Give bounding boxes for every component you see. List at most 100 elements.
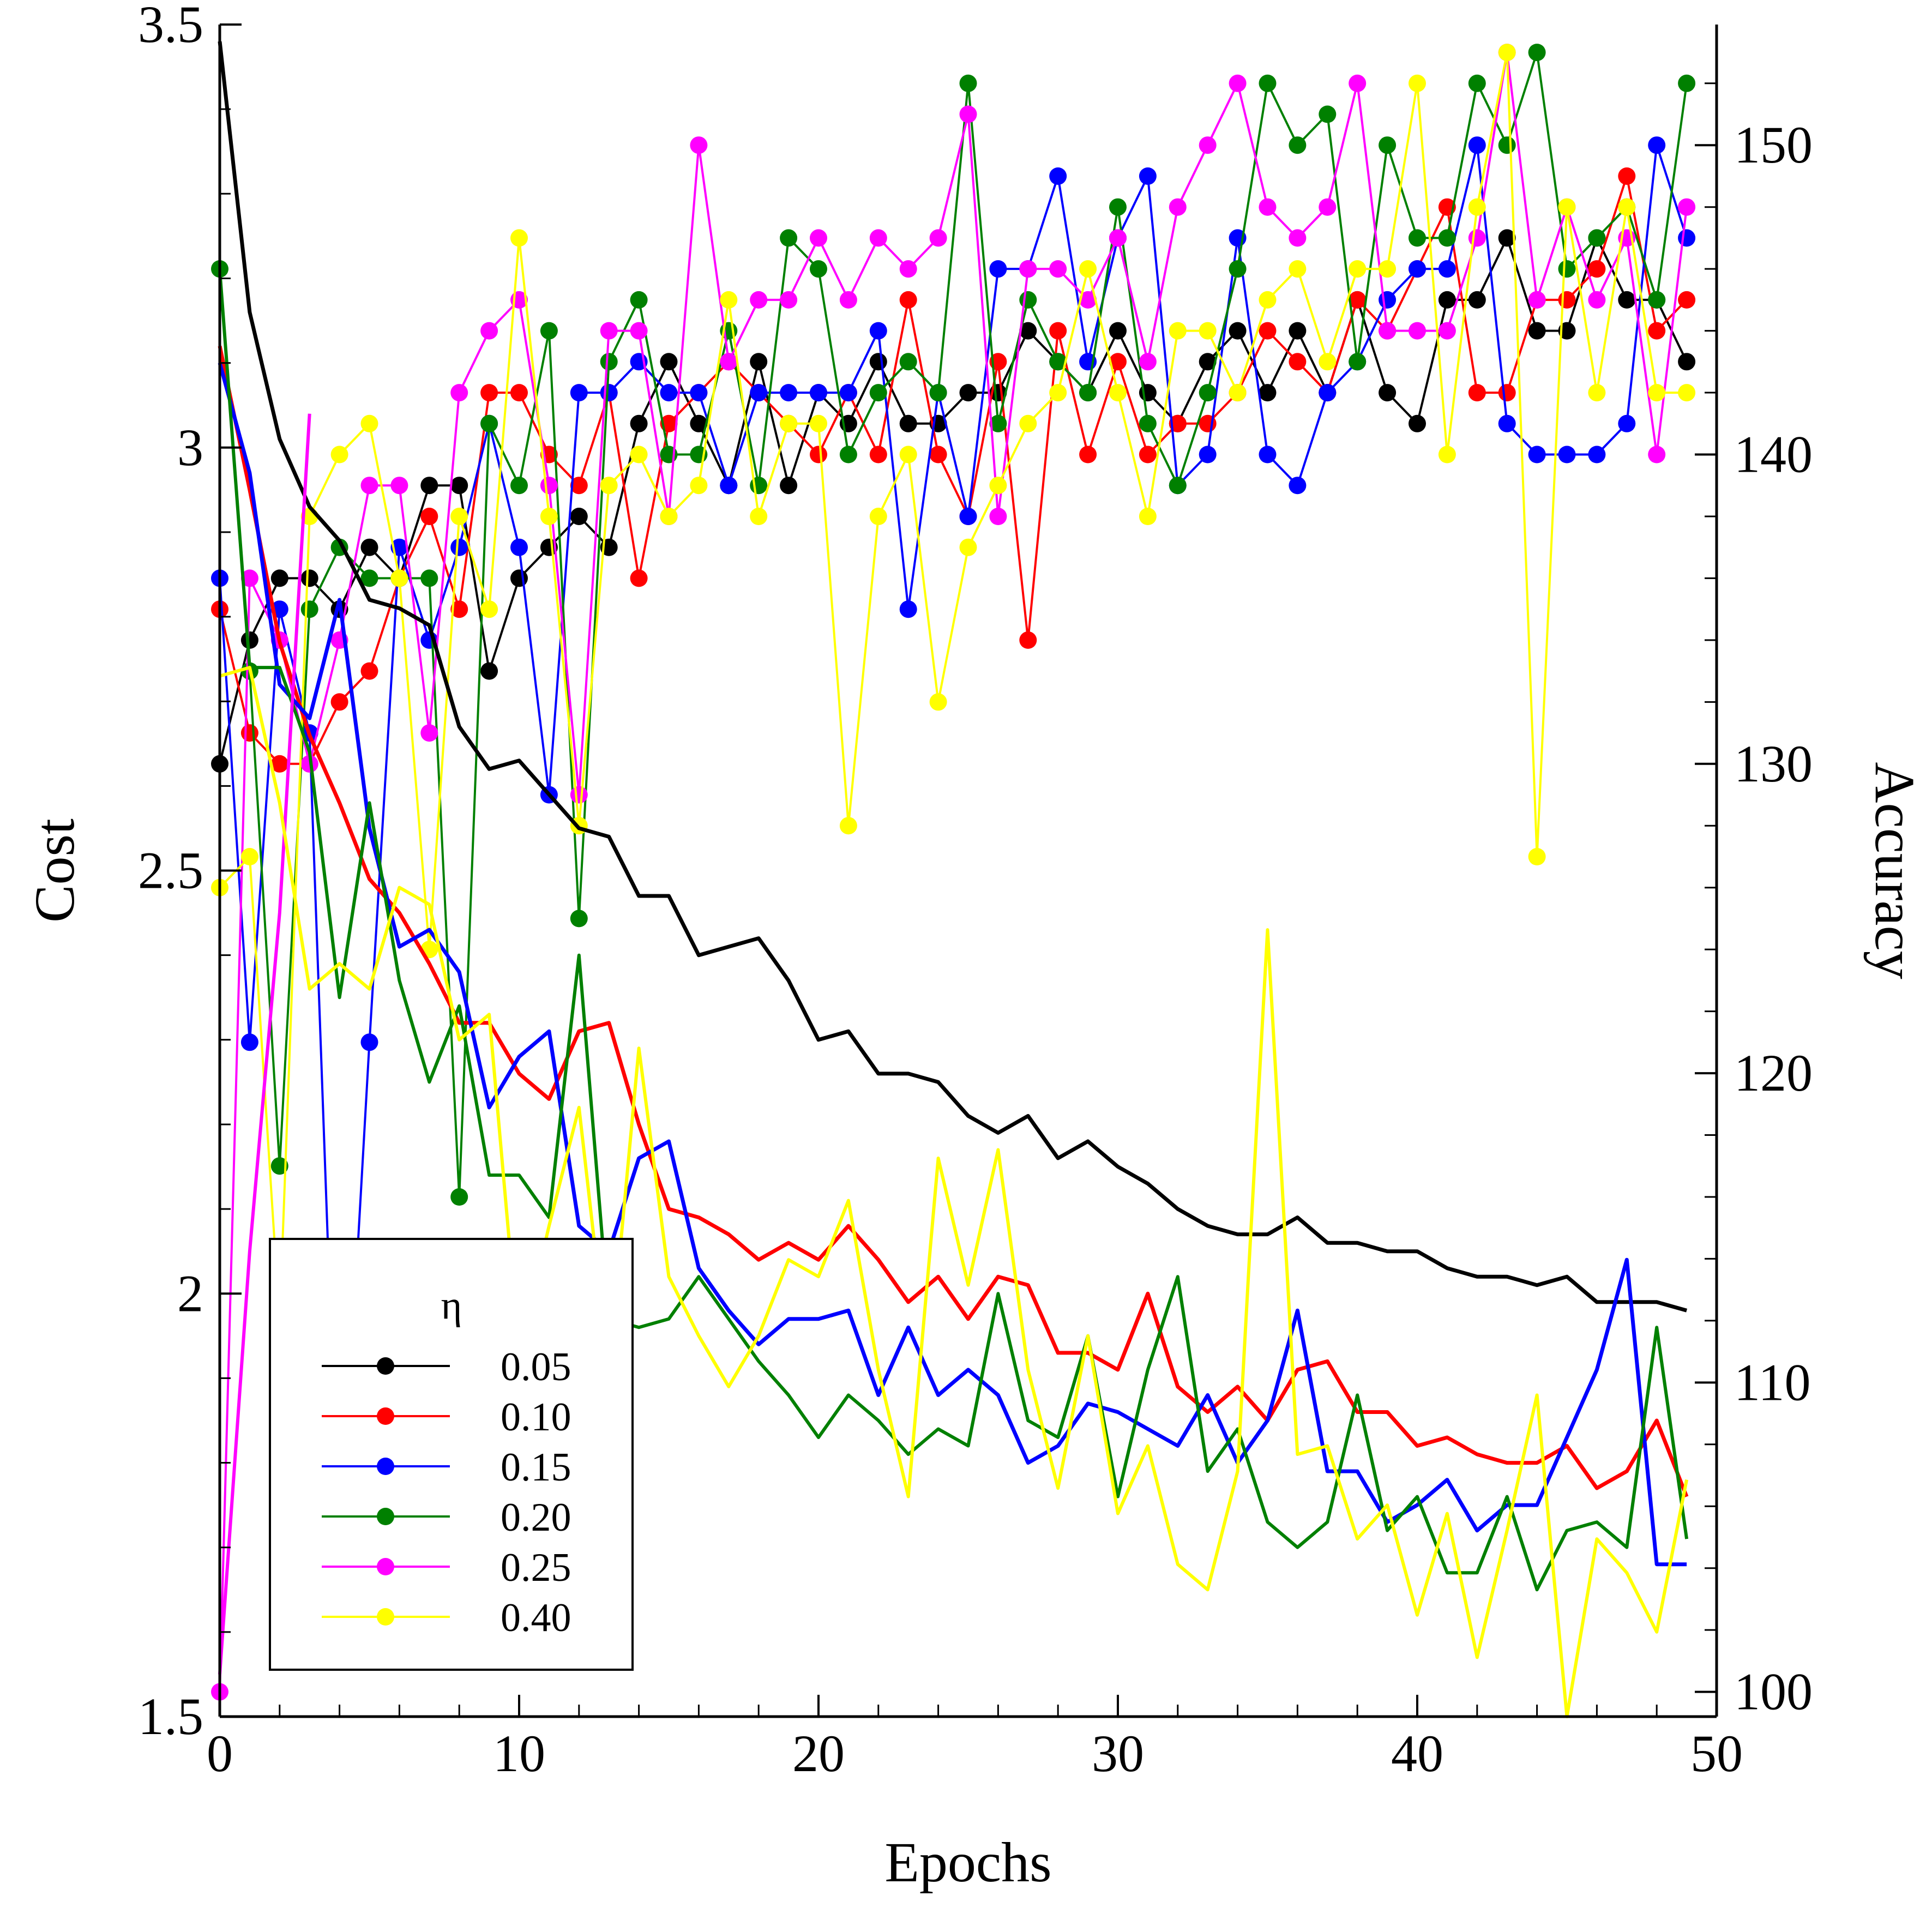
left-y-tick-label: 2 xyxy=(177,1264,203,1322)
accuracy-point-0.20 xyxy=(420,569,438,587)
accuracy-point-0.05 xyxy=(1409,414,1426,432)
accuracy-point-0.05 xyxy=(450,477,468,495)
accuracy-point-0.20 xyxy=(1019,291,1037,309)
accuracy-point-0.20 xyxy=(1169,477,1187,495)
right-y-tick-label: 110 xyxy=(1734,1353,1810,1411)
accuracy-point-0.15 xyxy=(600,384,618,402)
right-y-axis-title: Accuracy xyxy=(1863,762,1926,979)
accuracy-point-0.40 xyxy=(1199,322,1217,340)
accuracy-point-0.25 xyxy=(690,136,708,154)
accuracy-point-0.10 xyxy=(1289,353,1307,371)
accuracy-point-0.15 xyxy=(660,384,678,402)
accuracy-point-0.40 xyxy=(1438,446,1456,464)
accuracy-point-0.15 xyxy=(690,384,708,402)
accuracy-point-0.10 xyxy=(1588,260,1606,278)
accuracy-point-0.40 xyxy=(1468,198,1486,216)
accuracy-point-0.10 xyxy=(810,446,827,464)
accuracy-point-0.05 xyxy=(300,569,318,587)
accuracy-point-0.05 xyxy=(270,569,288,587)
accuracy-point-0.25 xyxy=(1648,446,1666,464)
accuracy-point-0.40 xyxy=(750,508,768,525)
accuracy-point-0.10 xyxy=(1618,167,1636,185)
cost-line-0.15 xyxy=(218,362,1687,1567)
accuracy-point-0.15 xyxy=(899,600,917,618)
accuracy-point-0.40 xyxy=(1588,384,1606,402)
accuracy-point-0.20 xyxy=(300,600,318,618)
right-y-tick-label: 120 xyxy=(1734,1044,1813,1102)
accuracy-point-0.40 xyxy=(720,291,738,309)
accuracy-point-0.40 xyxy=(690,477,708,495)
left-y-tick-label: 2.5 xyxy=(138,841,203,900)
accuracy-point-0.15 xyxy=(869,322,887,340)
accuracy-point-0.25 xyxy=(630,322,648,340)
x-tick-label: 30 xyxy=(1092,1724,1144,1783)
accuracy-point-0.20 xyxy=(1349,353,1367,371)
accuracy-point-0.25 xyxy=(1588,291,1606,309)
accuracy-point-0.20 xyxy=(1079,384,1097,402)
accuracy-point-0.25 xyxy=(750,291,768,309)
legend-label-0.40: 0.40 xyxy=(501,1596,571,1640)
accuracy-point-0.25 xyxy=(390,477,408,495)
accuracy-point-0.20 xyxy=(810,260,827,278)
accuracy-point-0.15 xyxy=(1618,414,1636,432)
accuracy-point-0.10 xyxy=(1139,446,1157,464)
accuracy-point-0.15 xyxy=(1319,384,1337,402)
accuracy-point-0.40 xyxy=(1229,384,1247,402)
accuracy-point-0.15 xyxy=(1678,229,1696,247)
accuracy-point-0.15 xyxy=(1199,446,1217,464)
accuracy-point-0.05 xyxy=(690,414,708,432)
accuracy-point-0.25 xyxy=(1678,198,1696,216)
x-axis-title: Epochs xyxy=(884,1831,1051,1894)
accuracy-point-0.25 xyxy=(240,569,258,587)
accuracy-point-0.40 xyxy=(1528,848,1546,865)
accuracy-point-0.40 xyxy=(929,693,947,711)
accuracy-point-0.25 xyxy=(540,477,558,495)
accuracy-point-0.25 xyxy=(1139,353,1157,371)
accuracy-point-0.10 xyxy=(1349,291,1367,309)
accuracy-point-0.40 xyxy=(660,508,678,525)
x-tick-label: 50 xyxy=(1690,1724,1743,1783)
accuracy-point-0.05 xyxy=(1019,322,1037,340)
accuracy-point-0.20 xyxy=(1379,136,1397,154)
accuracy-point-0.15 xyxy=(750,384,768,402)
legend-marker-0.15 xyxy=(377,1458,394,1475)
accuracy-point-0.40 xyxy=(839,817,857,835)
accuracy-point-0.20 xyxy=(1289,136,1307,154)
accuracy-point-0.40 xyxy=(540,508,558,525)
accuracy-point-0.25 xyxy=(1379,322,1397,340)
accuracy-point-0.20 xyxy=(1438,229,1456,247)
accuracy-point-0.05 xyxy=(869,353,887,371)
accuracy-point-0.05 xyxy=(1468,291,1486,309)
legend-label-0.25: 0.25 xyxy=(501,1545,571,1590)
accuracy-point-0.20 xyxy=(780,229,798,247)
accuracy-point-0.15 xyxy=(570,384,588,402)
accuracy-point-0.10 xyxy=(1498,384,1516,402)
left-y-tick-label: 3.5 xyxy=(138,0,203,53)
accuracy-point-0.25 xyxy=(360,477,378,495)
accuracy-point-0.10 xyxy=(570,477,588,495)
accuracy-point-0.20 xyxy=(1049,353,1067,371)
accuracy-point-0.40 xyxy=(1678,384,1696,402)
accuracy-point-0.25 xyxy=(780,291,798,309)
accuracy-point-0.10 xyxy=(1678,291,1696,309)
accuracy-series-0.40 xyxy=(211,44,1696,1329)
accuracy-point-0.25 xyxy=(1109,229,1127,247)
accuracy-point-0.25 xyxy=(839,291,857,309)
accuracy-point-0.20 xyxy=(540,322,558,340)
accuracy-point-0.05 xyxy=(510,569,528,587)
accuracy-point-0.25 xyxy=(1229,74,1247,92)
accuracy-point-0.20 xyxy=(630,291,648,309)
accuracy-point-0.05 xyxy=(899,414,917,432)
accuracy-point-0.10 xyxy=(480,384,498,402)
accuracy-point-0.40 xyxy=(1109,384,1127,402)
accuracy-point-0.25 xyxy=(810,229,827,247)
accuracy-point-0.25 xyxy=(1319,198,1337,216)
accuracy-point-0.25 xyxy=(600,322,618,340)
accuracy-point-0.20 xyxy=(929,384,947,402)
accuracy-point-0.15 xyxy=(780,384,798,402)
accuracy-point-0.05 xyxy=(360,538,378,556)
accuracy-point-0.40 xyxy=(810,414,827,432)
accuracy-point-0.05 xyxy=(1199,353,1217,371)
right-y-tick-label: 100 xyxy=(1734,1663,1813,1721)
accuracy-point-0.10 xyxy=(1259,322,1277,340)
